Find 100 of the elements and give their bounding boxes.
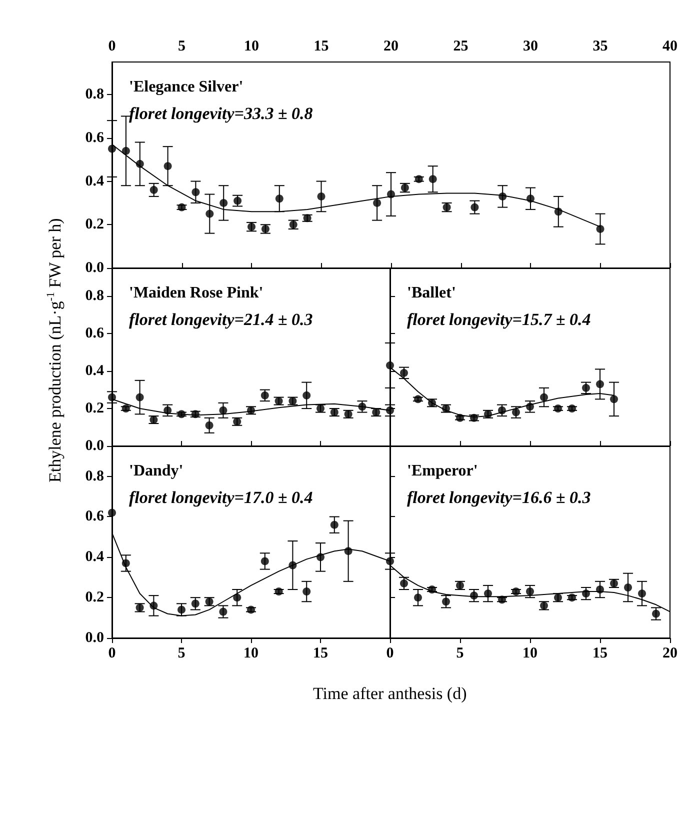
point bbox=[330, 520, 338, 529]
y-tick-label: 0.4 bbox=[85, 549, 104, 566]
point bbox=[192, 188, 200, 196]
y-tick-label: 0.0 bbox=[85, 630, 104, 646]
point bbox=[582, 590, 590, 598]
point bbox=[386, 557, 394, 566]
point bbox=[122, 559, 130, 568]
text: floret longevity=17.0 ± 0.4 bbox=[129, 488, 313, 507]
point bbox=[260, 557, 269, 566]
point bbox=[316, 553, 324, 562]
point bbox=[610, 395, 618, 404]
point bbox=[288, 561, 297, 570]
point bbox=[178, 606, 186, 614]
point bbox=[498, 406, 506, 414]
x-tick-label: 30 bbox=[523, 38, 538, 54]
point bbox=[484, 590, 492, 598]
point bbox=[498, 192, 507, 200]
x-tick-label: 0 bbox=[108, 646, 116, 662]
point bbox=[428, 175, 437, 184]
x-tick-label: 20 bbox=[662, 646, 678, 662]
point bbox=[136, 393, 144, 402]
x-tick-label: 20 bbox=[384, 38, 398, 54]
point bbox=[302, 588, 311, 596]
point bbox=[582, 384, 590, 392]
text: floret longevity=21.4 ± 0.3 bbox=[129, 310, 314, 329]
y-tick-label: 0.4 bbox=[85, 363, 104, 380]
x-tick-label: 15 bbox=[314, 38, 329, 54]
point bbox=[219, 608, 228, 616]
point bbox=[150, 602, 158, 610]
text: 'Ballet' bbox=[407, 284, 456, 302]
x-axis-title: Time after anthesis (d) bbox=[313, 684, 467, 704]
point bbox=[442, 598, 450, 606]
point bbox=[540, 393, 548, 402]
point bbox=[414, 594, 422, 602]
point bbox=[122, 404, 130, 413]
x-tick-label: 10 bbox=[244, 38, 259, 54]
text: 'Maiden Rose Pink' bbox=[129, 284, 264, 302]
point bbox=[122, 146, 130, 155]
y-tick-label: 0.2 bbox=[85, 590, 104, 606]
x-tick-label: 0 bbox=[108, 38, 116, 54]
x-tick-label: 35 bbox=[592, 38, 608, 54]
y-tick-label: 0.2 bbox=[85, 216, 104, 233]
point bbox=[456, 414, 464, 422]
x-tick-label: 0 bbox=[386, 646, 394, 662]
x-tick-label: 40 bbox=[662, 38, 678, 54]
x-tick-label: 25 bbox=[453, 38, 468, 54]
point bbox=[150, 186, 158, 194]
text: floret longevity=15.7 ± 0.4 bbox=[407, 310, 591, 329]
point bbox=[554, 208, 562, 216]
y-tick-label: 0.6 bbox=[85, 326, 104, 342]
point bbox=[652, 610, 660, 618]
point bbox=[317, 192, 326, 200]
point bbox=[164, 162, 172, 170]
y-tick-label: 0.6 bbox=[85, 130, 104, 146]
point bbox=[108, 393, 116, 402]
y-tick-label: 0.8 bbox=[85, 468, 104, 484]
point bbox=[302, 391, 311, 400]
point bbox=[220, 198, 228, 207]
point bbox=[624, 583, 632, 592]
y-tick-label: 0.2 bbox=[85, 400, 104, 417]
y-tick-label: 0.0 bbox=[85, 438, 104, 454]
point bbox=[526, 588, 534, 596]
point bbox=[596, 224, 604, 233]
x-tick-label: 5 bbox=[456, 646, 464, 662]
y-tick-label: 0.8 bbox=[85, 86, 104, 103]
y-tick-label: 0.6 bbox=[85, 508, 104, 525]
text: floret longevity=16.6 ± 0.3 bbox=[407, 488, 592, 507]
point bbox=[136, 160, 144, 168]
x-tick-label: 5 bbox=[178, 38, 186, 54]
point bbox=[205, 421, 214, 430]
y-tick-label: 0.4 bbox=[85, 173, 104, 190]
x-tick-label: 10 bbox=[244, 646, 258, 662]
point bbox=[387, 190, 395, 198]
point bbox=[470, 592, 478, 600]
point bbox=[373, 198, 382, 207]
point bbox=[596, 585, 604, 594]
y-tick-label: 0.8 bbox=[85, 288, 104, 304]
point bbox=[108, 144, 116, 153]
point bbox=[191, 600, 200, 608]
point bbox=[568, 404, 576, 413]
point bbox=[260, 391, 269, 400]
text: 'Elegance Silver' bbox=[129, 78, 244, 96]
point bbox=[164, 406, 172, 414]
point bbox=[206, 210, 214, 218]
point bbox=[400, 579, 408, 588]
x-tick-label: 15 bbox=[313, 646, 328, 662]
point bbox=[275, 194, 284, 203]
x-tick-label: 15 bbox=[592, 646, 608, 662]
y-tick-label: 0.0 bbox=[85, 260, 104, 276]
point bbox=[386, 361, 394, 370]
point bbox=[470, 203, 479, 212]
text: 'Dandy' bbox=[129, 462, 184, 480]
point bbox=[233, 594, 242, 602]
x-tick-label: 10 bbox=[522, 646, 538, 662]
x-tick-label: 5 bbox=[178, 646, 186, 662]
text: floret longevity=33.3 ± 0.8 bbox=[129, 104, 314, 123]
point bbox=[344, 547, 352, 556]
point bbox=[554, 404, 562, 413]
point bbox=[526, 194, 534, 203]
point bbox=[400, 368, 408, 377]
